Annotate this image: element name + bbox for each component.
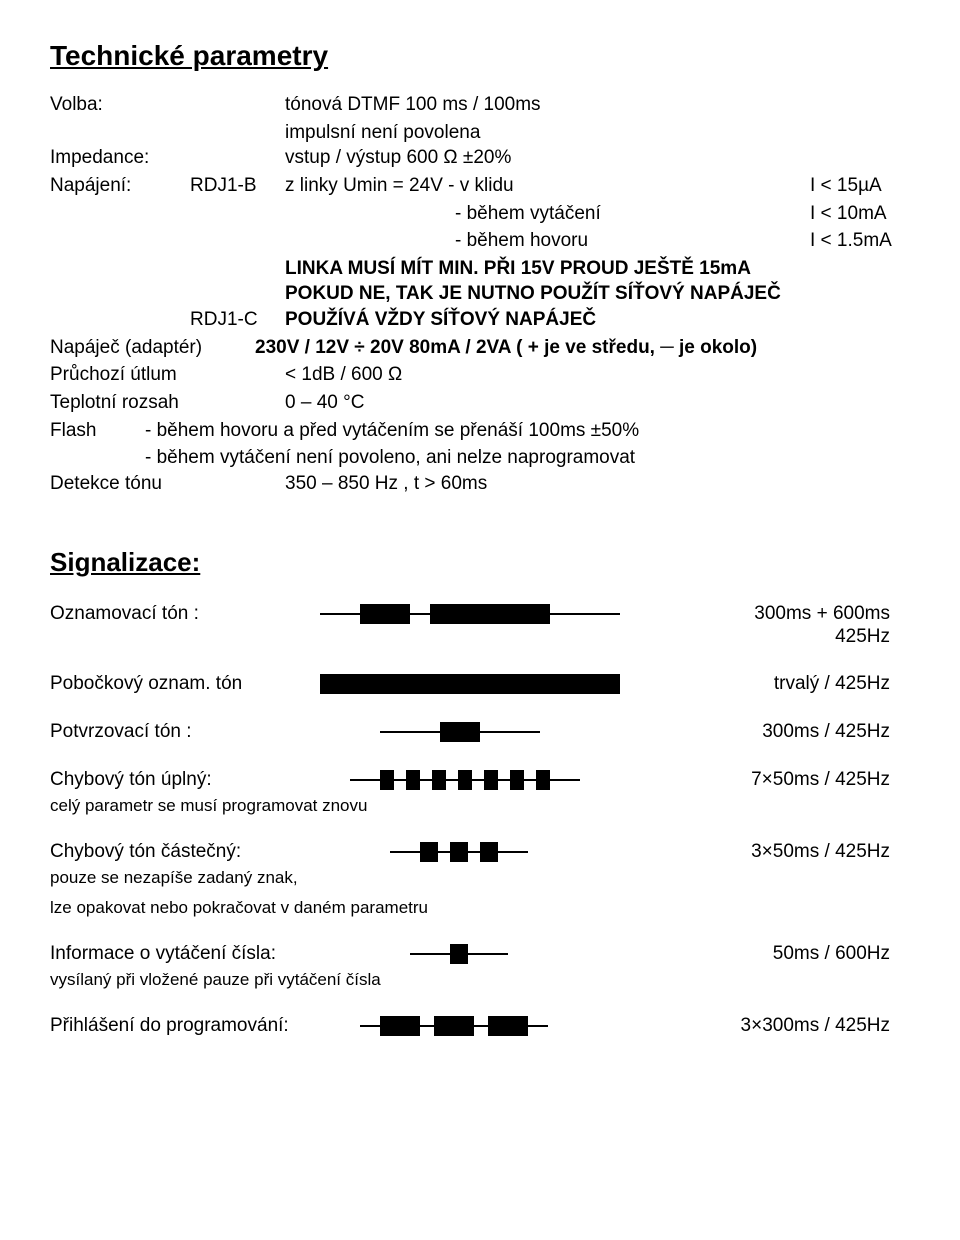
val-volba-1: tónová DTMF 100 ms / 100ms bbox=[285, 92, 910, 118]
sig-label-info: Informace o vytáčení čísla: bbox=[50, 943, 310, 965]
row-napajeni-1: Napájení: RDJ1-B z linky Umin = 24V - v … bbox=[50, 173, 910, 199]
params-block: Volba: tónová DTMF 100 ms / 100ms impuls… bbox=[50, 92, 910, 497]
sig-val-info: 50ms / 600Hz bbox=[630, 943, 910, 965]
napajeni-l3b: I < 1.5mA bbox=[810, 228, 910, 254]
heading-signalizace: Signalizace: bbox=[50, 547, 910, 578]
val-detekce: 350 – 850 Hz , t > 60ms bbox=[285, 471, 910, 497]
napajeni-l1a: z linky Umin = 24V - v klidu bbox=[285, 173, 810, 199]
heading-tech-params: Technické parametry bbox=[50, 40, 910, 72]
linka-bold-1: LINKA MUSÍ MÍT MIN. PŘI 15V PROUD JEŠTĚ … bbox=[50, 256, 910, 282]
row-rdj1c: RDJ1-C POUŽÍVÁ VŽDY SÍŤOVÝ NAPÁJEČ bbox=[50, 307, 910, 333]
sig-diagram-chyba-uplny bbox=[310, 768, 630, 792]
row-flash: Flash - během hovoru a před vytáčením se… bbox=[50, 418, 910, 444]
sig-row-chyba-uplny: Chybový tón úplný: 7×50ms / 425Hz bbox=[50, 768, 910, 792]
val-flash-1: - během hovoru a před vytáčením se přená… bbox=[145, 418, 910, 444]
val-rdj1c: POUŽÍVÁ VŽDY SÍŤOVÝ NAPÁJEČ bbox=[285, 307, 910, 333]
val-volba-2: impulsní není povolena bbox=[50, 120, 910, 146]
row-detekce: Detekce tónu 350 – 850 Hz , t > 60ms bbox=[50, 471, 910, 497]
sig-diagram-potvrz bbox=[310, 720, 630, 744]
sig-label-chyba-uplny: Chybový tón úplný: bbox=[50, 769, 310, 791]
sig-label-oznam: Oznamovací tón : bbox=[50, 603, 310, 625]
val-flash-2: - během vytáčení není povoleno, ani nelz… bbox=[50, 445, 910, 471]
row-adapter: Napáječ (adaptér) 230V / 12V ÷ 20V 80mA … bbox=[50, 335, 910, 361]
row-teplota: Teplotní rozsah 0 – 40 °C bbox=[50, 390, 910, 416]
sig-label-prihl: Přihlášení do programování: bbox=[50, 1015, 310, 1037]
val-utlum: < 1dB / 600 Ω bbox=[285, 362, 910, 388]
sub-rdj1b: RDJ1-B bbox=[190, 173, 285, 199]
sig-val-potvrz: 300ms / 425Hz bbox=[630, 721, 910, 743]
linka-bold-2: POKUD NE, TAK JE NUTNO POUŽÍT SÍŤOVÝ NAP… bbox=[50, 281, 910, 307]
sig-diagram-chyba-cast bbox=[310, 840, 630, 864]
label-impedance: Impedance: bbox=[50, 145, 190, 171]
sig-note-chyba-cast-2: lze opakovat nebo pokračovat v daném par… bbox=[50, 898, 910, 918]
label-flash: Flash bbox=[50, 418, 145, 444]
label-adapter: Napáječ (adaptér) bbox=[50, 335, 255, 361]
sig-label-pobocka: Pobočkový oznam. tón bbox=[50, 673, 310, 695]
label-utlum: Průchozí útlum bbox=[50, 362, 285, 388]
sig-row-prihl: Přihlášení do programování: 3×300ms / 42… bbox=[50, 1014, 910, 1038]
sig-diagram-prihl bbox=[310, 1014, 630, 1038]
sig-val-pobocka: trvalý / 425Hz bbox=[630, 673, 910, 695]
sig-note-chyba-cast-1: pouze se nezapíše zadaný znak, bbox=[50, 868, 910, 888]
sig-label-chyba-cast: Chybový tón částečný: bbox=[50, 841, 310, 863]
sig-row-potvrz: Potvrzovací tón : 300ms / 425Hz bbox=[50, 720, 910, 744]
sig-row-oznam: Oznamovací tón : 300ms + 600ms bbox=[50, 602, 910, 626]
sig-label-potvrz: Potvrzovací tón : bbox=[50, 721, 310, 743]
row-volba: Volba: tónová DTMF 100 ms / 100ms bbox=[50, 92, 910, 118]
sig-note-chyba-uplny: celý parametr se musí programovat znovu bbox=[50, 796, 910, 816]
label-volba: Volba: bbox=[50, 92, 190, 118]
row-utlum: Průchozí útlum < 1dB / 600 Ω bbox=[50, 362, 910, 388]
sub-rdj1c: RDJ1-C bbox=[190, 307, 285, 333]
sig-diagram-info bbox=[310, 942, 630, 966]
val-impedance: vstup / výstup 600 Ω ±20% bbox=[285, 145, 910, 171]
sig-row-chyba-cast: Chybový tón částečný: 3×50ms / 425Hz bbox=[50, 840, 910, 864]
val-adapter: 230V / 12V ÷ 20V 80mA / 2VA ( + je ve st… bbox=[255, 335, 910, 361]
sig-row-pobocka: Pobočkový oznam. tón trvalý / 425Hz bbox=[50, 672, 910, 696]
sig-diagram-pobocka bbox=[310, 672, 630, 696]
sig-note-info: vysílaný při vložené pauze při vytáčení … bbox=[50, 970, 910, 990]
napajeni-l1b: I < 15µA bbox=[810, 173, 910, 199]
sig-diagram-oznam bbox=[310, 602, 630, 626]
napajeni-l2a: - během vytáčení bbox=[285, 201, 810, 227]
sig-row-info: Informace o vytáčení čísla: 50ms / 600Hz bbox=[50, 942, 910, 966]
label-napajeni: Napájení: bbox=[50, 173, 190, 199]
row-impedance: Impedance: vstup / výstup 600 Ω ±20% bbox=[50, 145, 910, 171]
napajeni-l3a: - během hovoru bbox=[285, 228, 810, 254]
val-teplota: 0 – 40 °C bbox=[285, 390, 910, 416]
sig-val-chyba-cast: 3×50ms / 425Hz bbox=[630, 841, 910, 863]
sig-val-oznam-2: 425Hz bbox=[630, 626, 910, 648]
label-detekce: Detekce tónu bbox=[50, 471, 285, 497]
sig-val-oznam: 300ms + 600ms bbox=[630, 603, 910, 625]
napajeni-l2b: I < 10mA bbox=[810, 201, 910, 227]
sig-val-prihl: 3×300ms / 425Hz bbox=[630, 1015, 910, 1037]
label-teplota: Teplotní rozsah bbox=[50, 390, 285, 416]
sig-val-chyba-uplny: 7×50ms / 425Hz bbox=[630, 769, 910, 791]
